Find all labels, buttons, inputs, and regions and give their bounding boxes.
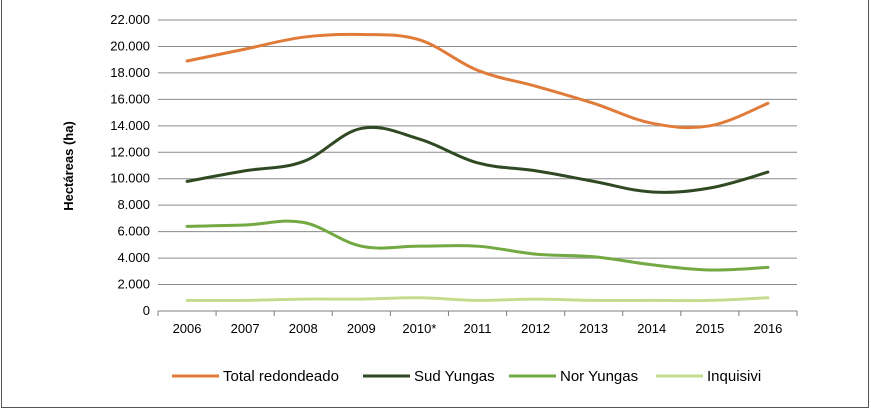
y-tick-label: 4.000 xyxy=(117,250,150,265)
x-tick-label: 2009 xyxy=(347,321,376,336)
y-tick-label: 6.000 xyxy=(117,224,150,239)
x-tick-label: 2013 xyxy=(579,321,608,336)
x-tick-label: 2015 xyxy=(695,321,724,336)
y-tick-label: 2.000 xyxy=(117,277,150,292)
gridlines xyxy=(158,19,797,312)
series-lines xyxy=(185,32,770,303)
y-tick-label: 14.000 xyxy=(110,118,150,133)
x-tick-label: 2012 xyxy=(521,321,550,336)
y-tick-label: 8.000 xyxy=(117,197,150,212)
y-axis-ticks: 0 2.000 4.000 6.000 8.000 10.000 12.000 14.000 1… xyxy=(110,12,150,318)
x-axis-ticks: 2006 2007 2008 2009 2010* 2011 2012 2013 2014 201… xyxy=(157,311,798,336)
y-tick-label: 12.000 xyxy=(110,144,150,159)
y-axis-label: Hectáreas (ha) xyxy=(61,121,76,211)
legend: Total redondeado Sud Yungas Nor Yungas Inqu… xyxy=(172,368,761,385)
x-tick-label: 2006 xyxy=(173,321,202,336)
series-line-sud-yungas xyxy=(185,126,770,194)
x-tick-label: 2011 xyxy=(464,321,492,336)
y-tick-label: 20.000 xyxy=(110,38,150,53)
x-tick-label: 2008 xyxy=(289,321,318,336)
y-tick-label: 16.000 xyxy=(110,91,150,106)
y-tick-label: 0 xyxy=(143,303,150,318)
y-tick-label: 10.000 xyxy=(110,171,150,186)
x-tick-label: 2010* xyxy=(402,321,436,336)
series-line-total-redondeado xyxy=(185,32,770,130)
x-tick-label: 2014 xyxy=(637,321,666,336)
legend-label: Total redondeado xyxy=(223,368,339,385)
series-line-inquisivi xyxy=(185,296,770,303)
legend-label: Inquisivi xyxy=(707,368,761,385)
y-tick-label: 18.000 xyxy=(110,65,150,80)
legend-label: Sud Yungas xyxy=(414,368,495,385)
series-line-nor-yungas xyxy=(185,219,770,272)
y-tick-label: 22.000 xyxy=(110,12,150,27)
x-tick-label: 2016 xyxy=(753,321,782,336)
x-tick-label: 2007 xyxy=(231,321,260,336)
legend-label: Nor Yungas xyxy=(560,368,638,385)
